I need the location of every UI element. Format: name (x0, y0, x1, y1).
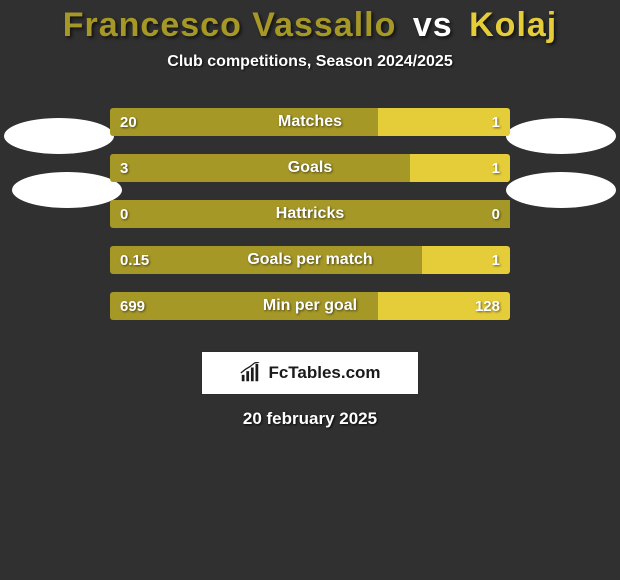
bar-right: 1 (410, 154, 510, 182)
bar-left-value: 20 (110, 114, 147, 131)
stat-row-min-per-goal: 699 128 Min per goal (0, 283, 620, 329)
bar-right: 128 (378, 292, 510, 320)
title-vs: vs (413, 6, 453, 44)
subtitle: Club competitions, Season 2024/2025 (0, 53, 620, 71)
brand-box: FcTables.com (201, 351, 419, 395)
comparison-card: Francesco Vassallo vs Kolaj Club competi… (0, 0, 620, 580)
bar-left-value: 699 (110, 298, 155, 315)
bar-right: 1 (422, 246, 510, 274)
bar-left: 20 (110, 108, 378, 136)
bar-right-value: 1 (482, 160, 510, 177)
stat-row-goals-per-match: 0.15 1 Goals per match (0, 237, 620, 283)
bar-right-value: 1 (482, 252, 510, 269)
bar-chart-icon (239, 362, 261, 384)
bar-left-value: 3 (110, 160, 138, 177)
stats-section: 20 1 Matches 3 1 Goals (0, 99, 620, 329)
bar-left: 0 (110, 200, 510, 228)
bar-left-value: 0 (110, 206, 138, 223)
title-player2: Kolaj (469, 6, 557, 44)
bar-right-value: 1 (482, 114, 510, 131)
bar-track: 699 128 Min per goal (110, 292, 510, 320)
bar-right-value: 0 (482, 206, 510, 223)
brand-text: FcTables.com (268, 363, 380, 383)
bar-right-value: 128 (465, 298, 510, 315)
bar-track: 3 1 Goals (110, 154, 510, 182)
page-title: Francesco Vassallo vs Kolaj (0, 6, 620, 45)
bar-track: 0.15 1 Goals per match (110, 246, 510, 274)
stat-row-matches: 20 1 Matches (0, 99, 620, 145)
bar-left: 699 (110, 292, 378, 320)
bar-left: 3 (110, 154, 410, 182)
stat-row-goals: 3 1 Goals (0, 145, 620, 191)
bar-track: 0 0 Hattricks (110, 200, 510, 228)
bar-left: 0.15 (110, 246, 422, 274)
bar-right: 1 (378, 108, 510, 136)
stat-row-hattricks: 0 0 Hattricks (0, 191, 620, 237)
title-player1: Francesco Vassallo (63, 6, 397, 44)
bar-left-value: 0.15 (110, 252, 159, 269)
bar-track: 20 1 Matches (110, 108, 510, 136)
date-text: 20 february 2025 (0, 409, 620, 429)
